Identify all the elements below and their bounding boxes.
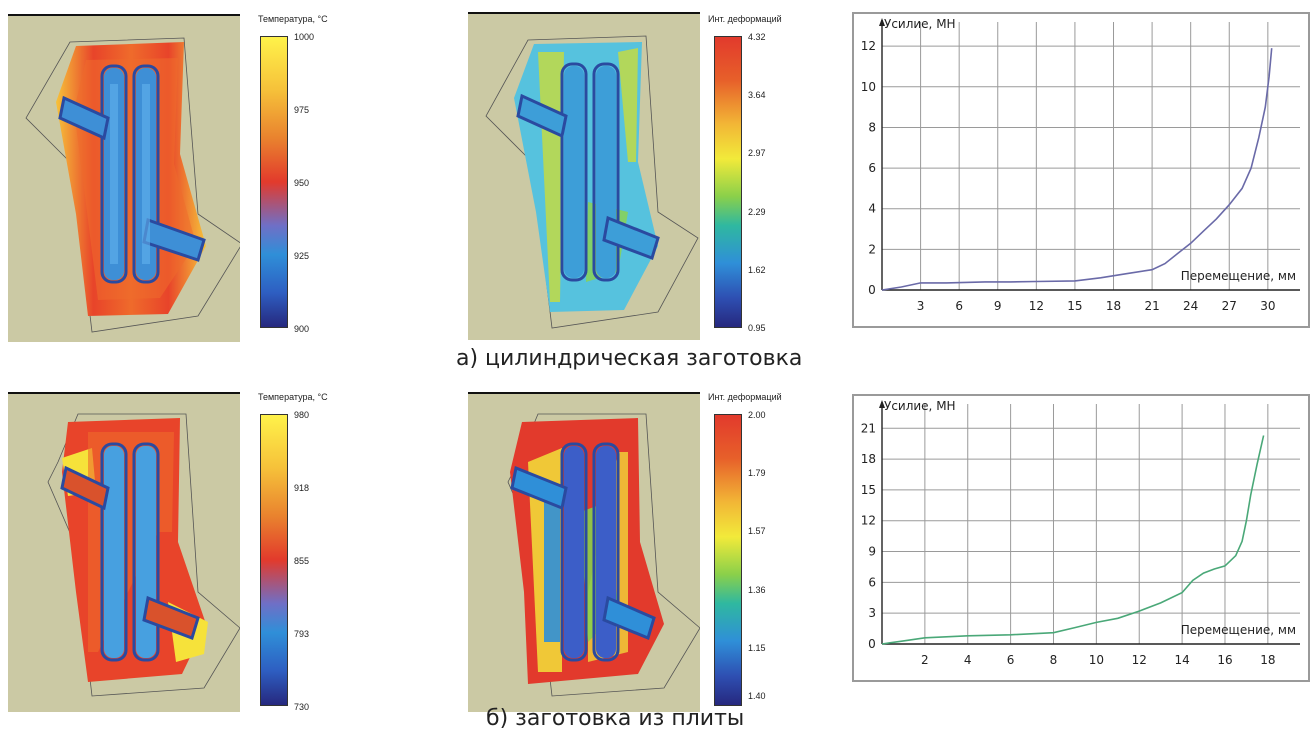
colorbar-title: Температура, °C [258, 14, 328, 24]
x-axis-label: Перемещение, мм [1181, 269, 1296, 283]
caption-b: б) заготовка из плиты [486, 706, 745, 731]
colorbar-tick: 855 [294, 556, 310, 566]
colorbar-tick: 1.62 [748, 265, 766, 275]
series-line [881, 48, 1273, 291]
y-tick-label: 9 [868, 545, 876, 559]
y-tick-label: 3 [868, 606, 876, 620]
colorbar-tick: 3.64 [748, 90, 766, 100]
series-line [881, 435, 1265, 645]
force-displacement-chart-a: 0 3 6 9 12 15 18 21 24 27 30 2 4 6 8 10 12 Усилие, МН Пере… [852, 12, 1310, 328]
colorbar-title: Температура, °C [258, 392, 328, 402]
colorbar-title: Инт. деформаций [708, 392, 782, 402]
strain-field-b [468, 392, 700, 720]
y-tick-label: 21 [861, 421, 876, 435]
y-tick-label: 12 [861, 514, 876, 528]
x-tick-label: 12 [1132, 653, 1147, 667]
x-tick-label: 3 [917, 299, 925, 313]
x-tick-label: 12 [1029, 299, 1044, 313]
colorbar-tick: 730 [294, 702, 310, 712]
strain-field-a [468, 12, 700, 340]
x-tick-label: 30 [1260, 299, 1275, 313]
y-tick-label: 6 [868, 161, 876, 175]
colorbar-title: Инт. деформаций [708, 14, 782, 24]
colorbar-tick: 900 [294, 324, 310, 334]
y-axis-arrow [879, 400, 885, 408]
y-tick-label: 18 [861, 452, 876, 466]
x-tick-label: 8 [1050, 653, 1058, 667]
force-displacement-chart-b: 0 2 4 6 8 10 12 14 16 18 3 6 9 12 15 18 21 Усилие, МН Пере… [852, 394, 1310, 682]
y-axis-arrow [879, 18, 885, 26]
y-tick-label: 6 [868, 575, 876, 589]
caption-a: а) цилиндрическая заготовка [456, 346, 803, 371]
x-tick-label: 2 [921, 653, 929, 667]
y-tick-label: 10 [861, 80, 876, 94]
strain-colorbar-b: Инт. деформаций 2.00 1.79 1.57 1.36 1.15… [708, 390, 812, 720]
colorbar-tick: 918 [294, 483, 310, 493]
temperature-field-a [8, 14, 240, 342]
colorbar-tick: 2.97 [748, 148, 766, 158]
colorbar-tick: 0.95 [748, 323, 766, 333]
x-tick-label: 16 [1217, 653, 1232, 667]
colorbar-tick: 1.36 [748, 585, 766, 595]
y-tick-label: 2 [868, 242, 876, 256]
colorbar-tick: 4.32 [748, 32, 766, 42]
colorbar-tick: 1.15 [748, 643, 766, 653]
temperature-colorbar-a: Температура, °C 1000 975 950 925 900 [258, 12, 358, 342]
x-tick-label: 18 [1260, 653, 1275, 667]
y-axis-label: Усилие, МН [884, 17, 956, 31]
x-tick-label: 6 [1007, 653, 1015, 667]
colorbar-gradient [260, 414, 288, 706]
x-tick-label: 9 [994, 299, 1002, 313]
temperature-colorbar-b: Температура, °C 980 918 855 793 730 [258, 390, 358, 720]
colorbar-tick: 793 [294, 629, 310, 639]
x-tick-label: 4 [964, 653, 972, 667]
colorbar-gradient [714, 36, 742, 328]
chart-b-svg: 0 2 4 6 8 10 12 14 16 18 3 6 9 12 15 18 21 Усилие, МН Пере… [861, 399, 1300, 667]
x-tick-label: 14 [1174, 653, 1189, 667]
y-tick-label: 15 [861, 483, 876, 497]
y-tick-label: 12 [861, 39, 876, 53]
colorbar-tick: 975 [294, 105, 310, 115]
x-tick-label: 18 [1106, 299, 1121, 313]
strain-colorbar-a: Инт. деформаций 4.32 3.64 2.97 2.29 1.62… [708, 12, 812, 342]
x-tick-label: 10 [1089, 653, 1104, 667]
y-axis-label: Усилие, МН [884, 399, 956, 413]
colorbar-tick: 1.57 [748, 526, 766, 536]
colorbar-tick: 950 [294, 178, 310, 188]
colorbar-tick: 1.40 [748, 691, 766, 701]
colorbar-tick: 980 [294, 410, 310, 420]
x-tick-label: 0 [868, 637, 876, 651]
x-tick-label: 15 [1067, 299, 1082, 313]
x-tick-label: 24 [1183, 299, 1198, 313]
y-tick-label: 4 [868, 202, 876, 216]
colorbar-tick: 1.79 [748, 468, 766, 478]
colorbar-tick: 1000 [294, 32, 315, 42]
colorbar-gradient [260, 36, 288, 328]
y-tick-label: 8 [868, 120, 876, 134]
colorbar-tick: 2.29 [748, 207, 766, 217]
temperature-field-b [8, 392, 240, 720]
x-axis-label: Перемещение, мм [1181, 623, 1296, 637]
x-tick-label: 6 [955, 299, 963, 313]
x-tick-label: 0 [868, 283, 876, 297]
x-tick-label: 21 [1144, 299, 1159, 313]
x-tick-label: 27 [1222, 299, 1237, 313]
colorbar-tick: 925 [294, 251, 310, 261]
colorbar-tick: 2.00 [748, 410, 766, 420]
colorbar-gradient [714, 414, 742, 706]
